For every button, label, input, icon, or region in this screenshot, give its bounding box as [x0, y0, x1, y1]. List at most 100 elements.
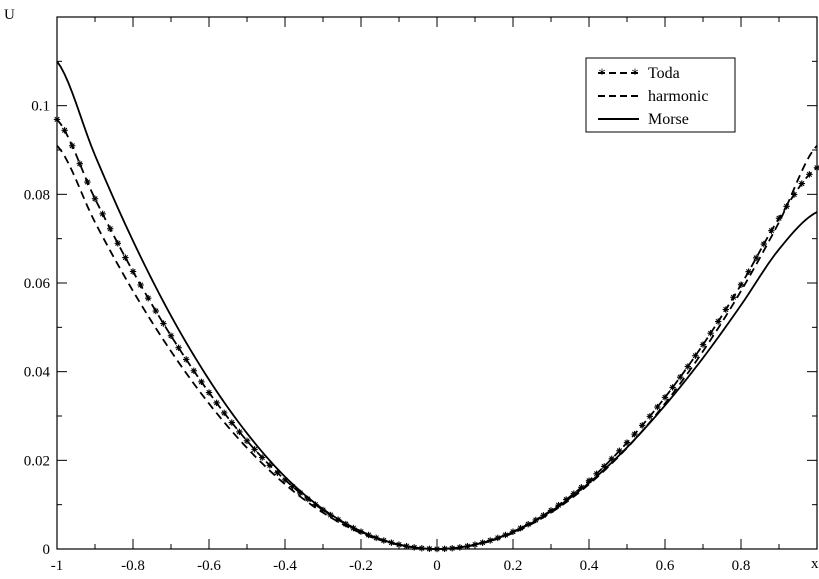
- series-point-toda: [342, 520, 349, 528]
- series-point-toda: [616, 447, 623, 455]
- series-point-toda: [677, 373, 684, 381]
- series-point-toda: [783, 203, 790, 210]
- series-point-toda: [654, 403, 661, 411]
- series-point-toda: [319, 506, 327, 514]
- series-point-toda: [251, 446, 258, 453]
- series-point-toda: [236, 428, 243, 436]
- legend-label-harmonic: harmonic: [648, 88, 708, 105]
- series-point-toda: [502, 531, 509, 539]
- x-tick-label: -1: [51, 558, 64, 574]
- series-point-toda: [137, 281, 144, 289]
- y-tick-label: 0: [43, 542, 51, 558]
- x-tick-label: -0.6: [197, 558, 221, 574]
- series-point-toda: [289, 483, 296, 490]
- series-point-toda: [365, 531, 372, 539]
- series-point-toda: [669, 384, 676, 391]
- series-point-toda: [274, 469, 281, 476]
- x-tick-label: -0.4: [273, 558, 297, 574]
- series-point-toda: [791, 191, 798, 198]
- series-point-toda: [585, 477, 593, 484]
- series-point-toda: [646, 413, 653, 420]
- x-tick-label: 0.6: [656, 558, 675, 574]
- series-point-toda: [53, 116, 61, 123]
- series-point-toda: [152, 307, 159, 315]
- series-point-toda: [228, 419, 235, 426]
- series-point-toda: [760, 240, 767, 248]
- series-point-toda: [509, 528, 517, 535]
- legend-star: *: [599, 67, 606, 83]
- series-point-toda: [411, 544, 418, 551]
- series-point-toda: [692, 352, 699, 359]
- y-tick-label: 0.06: [24, 276, 51, 292]
- series-point-toda: [304, 495, 311, 503]
- series-point-toda: [479, 539, 486, 546]
- series-point-toda: [623, 439, 631, 446]
- series-point-toda: [699, 341, 707, 348]
- series-point-toda: [494, 534, 501, 542]
- series-point-toda: [373, 534, 380, 542]
- series-point-toda: [449, 545, 456, 552]
- series-point-toda: [707, 330, 714, 337]
- y-tick-label: 0.1: [31, 99, 50, 115]
- series-point-toda: [563, 496, 570, 503]
- series-point-toda: [768, 227, 775, 234]
- series-point-toda: [61, 127, 68, 134]
- y-tick-label: 0.04: [24, 365, 51, 381]
- series-point-toda: [456, 544, 463, 551]
- series-point-toda: [403, 542, 410, 550]
- series-point-toda: [99, 210, 106, 218]
- series-point-toda: [471, 541, 479, 548]
- series-point-toda: [753, 254, 760, 262]
- legend-star: *: [632, 67, 639, 83]
- legend-label-toda: Toda: [648, 65, 680, 82]
- series-point-toda: [259, 454, 266, 461]
- series-point-toda: [517, 524, 524, 532]
- series-point-toda: [418, 545, 425, 552]
- series-point-toda: [547, 507, 555, 514]
- series-point-toda: [243, 437, 251, 445]
- x-tick-label: 0.2: [504, 558, 523, 574]
- series-line-morse: [56, 60, 818, 550]
- series-point-toda: [395, 541, 403, 548]
- series-point-toda: [745, 268, 752, 275]
- x-tick-label: 0.8: [732, 558, 751, 574]
- series-point-toda: [661, 394, 669, 401]
- x-axis-title: x: [811, 556, 819, 572]
- x-tick-label: 0.4: [580, 558, 599, 574]
- series-point-toda: [555, 501, 562, 509]
- series-point-toda: [160, 320, 167, 327]
- series-point-toda: [715, 318, 722, 325]
- series-point-toda: [190, 367, 197, 374]
- series-point-toda: [213, 399, 220, 407]
- y-tick-label: 0.08: [24, 187, 50, 203]
- series-point-toda: [441, 545, 448, 553]
- x-tick-label: -0.2: [349, 558, 373, 574]
- series-point-toda: [145, 294, 152, 302]
- series-point-toda: [198, 378, 205, 386]
- series-point-toda: [388, 539, 395, 546]
- series-point-toda: [312, 501, 319, 508]
- series-point-toda: [335, 516, 342, 523]
- series-point-toda: [167, 332, 175, 339]
- series-point-toda: [357, 528, 365, 535]
- series-point-toda: [601, 463, 608, 470]
- series-point-toda: [107, 225, 114, 232]
- series-point-toda: [221, 409, 228, 417]
- series-point-toda: [426, 545, 433, 553]
- series-point-toda: [122, 254, 129, 261]
- series-point-toda: [806, 171, 813, 178]
- series-point-toda: [84, 178, 91, 186]
- series-point-toda: [327, 511, 334, 519]
- series-point-toda: [532, 516, 539, 524]
- series-point-toda: [813, 164, 819, 171]
- series-point-toda: [281, 476, 289, 484]
- series-point-toda: [76, 160, 83, 167]
- legend-label-morse: Morse: [648, 111, 689, 128]
- series-point-toda: [350, 524, 357, 532]
- series-point-toda: [798, 180, 805, 187]
- legend-entry-toda: * * Toda: [598, 65, 680, 83]
- series-point-toda: [540, 512, 547, 519]
- x-tick-label: -0.8: [121, 558, 145, 574]
- series-point-toda: [775, 215, 783, 222]
